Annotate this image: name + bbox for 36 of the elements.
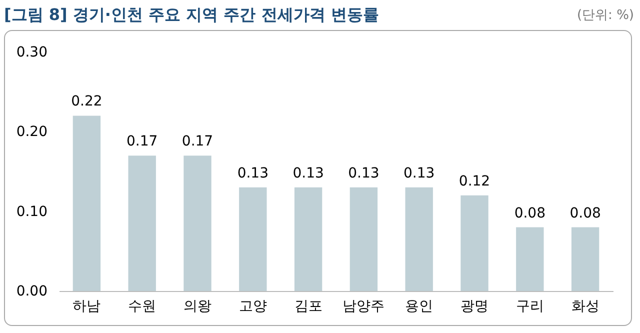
- bar: [184, 156, 212, 291]
- x-tick-label: 광명: [460, 298, 488, 314]
- bar: [128, 156, 156, 291]
- x-tick-label: 용인: [405, 298, 434, 314]
- x-tick-label: 하남: [72, 298, 101, 314]
- data-label: 0.17: [182, 134, 214, 150]
- data-label: 0.13: [404, 165, 435, 182]
- x-tick-label: 고양: [238, 298, 267, 314]
- data-label: 0.22: [71, 94, 102, 110]
- data-label: 0.12: [458, 173, 490, 190]
- x-tick-label: 남양주: [342, 298, 385, 314]
- y-tick-label: 0.10: [16, 204, 48, 220]
- data-label: 0.13: [348, 165, 380, 182]
- x-tick-label: 구리: [516, 298, 544, 314]
- bar: [460, 195, 488, 291]
- bar: [294, 187, 322, 291]
- chart-title: [그림 8] 경기·인천 주요 지역 주간 전세가격 변동률: [4, 4, 379, 26]
- data-label: 0.08: [514, 205, 546, 222]
- data-label: 0.13: [292, 165, 324, 182]
- bar: [350, 187, 378, 291]
- y-tick-label: 0.30: [16, 44, 48, 60]
- y-tick-label: 0.20: [16, 124, 48, 140]
- x-tick-label: 수원: [128, 298, 156, 314]
- x-tick-label: 김포: [294, 298, 322, 314]
- text: (단위: %): [576, 7, 634, 24]
- y-tick-label: 0.00: [16, 284, 48, 300]
- bar: [571, 227, 600, 291]
- data-label: 0.08: [570, 205, 601, 222]
- data-label: 0.17: [126, 134, 158, 150]
- x-tick-label: 의왕: [184, 298, 212, 314]
- data-label: 0.13: [237, 165, 268, 182]
- x-tick-label: 화성: [571, 298, 600, 314]
- bar: [516, 227, 544, 291]
- bar: [405, 187, 433, 291]
- bar: [72, 116, 101, 291]
- bar: [239, 187, 267, 291]
